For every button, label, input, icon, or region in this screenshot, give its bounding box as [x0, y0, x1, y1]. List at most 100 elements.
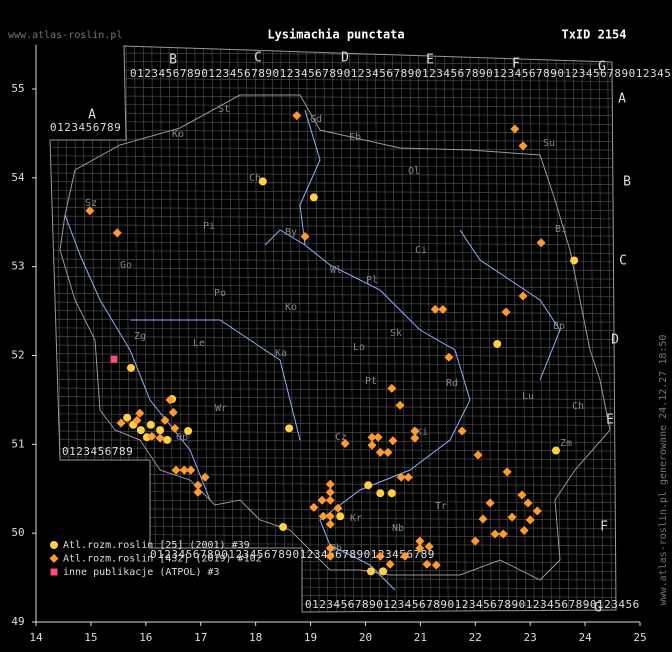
grid-cell-line — [306, 46, 311, 612]
region-label: Pt — [365, 376, 377, 387]
grid-cell-line — [50, 310, 616, 314]
point — [325, 543, 335, 553]
grid-cell-line — [50, 447, 616, 452]
grid-digits: 0123456789012345678901234567890123456789… — [305, 598, 640, 611]
point — [184, 427, 193, 436]
grid-cell-line — [50, 198, 616, 203]
grid-cell-line — [50, 78, 616, 82]
point — [383, 447, 393, 457]
region-label: Ch — [572, 401, 584, 412]
region-label: Lo — [353, 342, 365, 353]
grid-cell-line — [185, 46, 191, 612]
point — [325, 487, 335, 497]
point — [507, 512, 517, 522]
legend-label: Atl.rozm.roslin [25] (2001) #39 — [63, 540, 250, 551]
point — [325, 511, 335, 521]
region-label: Ch — [249, 173, 261, 184]
grid-cell-line — [598, 46, 604, 612]
region-label: Le — [193, 338, 205, 349]
grid-cell-line — [50, 207, 616, 211]
grid-cell-line — [50, 370, 616, 375]
rivers — [64, 109, 561, 591]
y-tick-label: 55 — [11, 82, 24, 95]
grid-digits: 0123456789 — [62, 445, 133, 458]
grid-cell-line — [50, 129, 616, 134]
grid-cell-line — [50, 387, 616, 392]
grid-cell-line — [383, 46, 389, 612]
grid-cell-line — [50, 456, 616, 461]
grid-cell-line — [50, 146, 616, 151]
point — [478, 514, 488, 524]
point — [410, 426, 420, 436]
point — [155, 433, 165, 443]
point — [444, 352, 454, 362]
grid-digits: 0123456789012345678901234567890123456789 — [150, 548, 435, 561]
point — [536, 238, 546, 248]
grid-cell-line — [50, 86, 616, 91]
grid-cell-line — [50, 353, 616, 357]
grid-letter: E — [606, 413, 614, 428]
footer-label: www.atlas-roslin.pl generowane 24.12.27 … — [658, 335, 669, 606]
point — [388, 436, 398, 446]
point — [171, 465, 181, 475]
point — [186, 465, 196, 475]
point — [403, 472, 413, 482]
point — [400, 551, 410, 561]
point — [325, 495, 335, 505]
grid-cell-line — [581, 46, 587, 612]
region-label: Bi — [555, 224, 567, 235]
grid-letter: B — [169, 53, 177, 68]
grid-cell-line — [50, 103, 616, 108]
region-label: Go — [120, 260, 132, 271]
point — [498, 529, 508, 539]
grid-cell-line — [50, 267, 616, 271]
grid-cell-line — [357, 46, 363, 612]
grid-cell-line — [607, 46, 612, 612]
point — [318, 511, 328, 521]
y-tick-label: 49 — [11, 615, 24, 628]
point — [325, 479, 335, 489]
grid-letter: A — [618, 92, 626, 107]
grid-cell-line — [50, 189, 616, 194]
grid-cell-line — [177, 46, 182, 612]
point — [163, 435, 172, 444]
point — [510, 124, 520, 134]
point — [490, 529, 500, 539]
point — [116, 418, 126, 428]
grid-cell-line — [392, 46, 397, 612]
grid-cell-line — [547, 46, 552, 612]
x-tick-label: 21 — [414, 631, 427, 644]
grid-digits: 0123456789 — [50, 121, 121, 134]
grid-cell-line — [50, 275, 616, 280]
grid-letter: G — [598, 60, 606, 75]
region-label: Wr — [215, 403, 227, 414]
grid-cell-line — [160, 46, 165, 612]
point — [170, 423, 180, 433]
region-label: Zm — [560, 438, 572, 449]
site-label: www.atlas-roslin.pl — [8, 30, 122, 41]
point — [518, 291, 528, 301]
region-label: Ko — [172, 129, 184, 140]
region-label: Ol — [408, 166, 420, 177]
point — [473, 450, 483, 460]
grid-cell-line — [50, 404, 616, 409]
grid-outline — [49, 45, 617, 613]
point — [430, 304, 440, 314]
point — [126, 363, 135, 372]
point — [317, 495, 327, 505]
grid-letter: B — [623, 175, 631, 190]
grid-cell-line — [50, 60, 616, 65]
point — [200, 472, 210, 482]
region-label: Lu — [522, 391, 534, 402]
point — [325, 551, 335, 561]
grid-letter: D — [611, 333, 619, 348]
grid-letter: A — [88, 108, 96, 123]
grid-cell-line — [50, 293, 616, 297]
x-tick-label: 17 — [194, 631, 207, 644]
grid-cell-line — [289, 46, 294, 612]
point — [379, 567, 388, 576]
x-tick-label: 24 — [578, 631, 592, 644]
point — [551, 446, 560, 455]
legend-marker — [50, 568, 58, 576]
point — [375, 551, 385, 561]
